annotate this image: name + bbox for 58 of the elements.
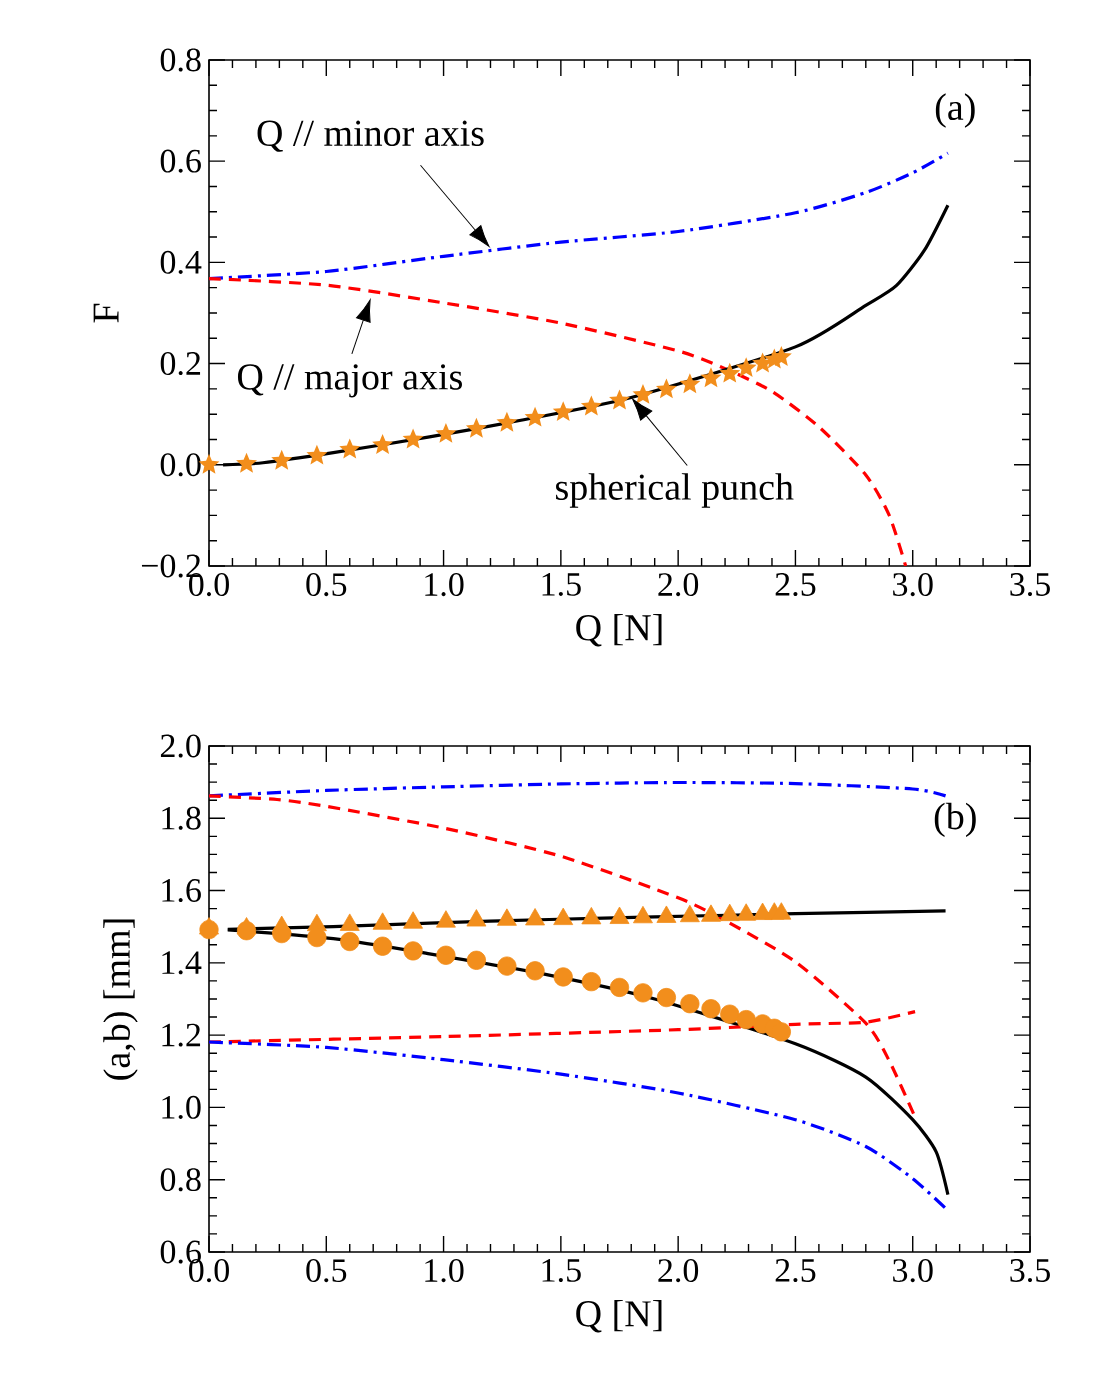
y-axis-title: F (93, 303, 119, 323)
point (679, 373, 701, 394)
x-tick-label: 1.5 (542, 1259, 581, 1282)
point (372, 434, 394, 454)
x-tick-label: 3.0 (893, 1259, 933, 1283)
point (655, 378, 677, 399)
x-tick-label: 2.5 (775, 573, 816, 597)
point (609, 389, 630, 410)
x-tick-label: 3.0 (893, 573, 933, 597)
y-axis-title: (a,b) [mm] (103, 919, 138, 1080)
x-tick-label: 2.0 (658, 573, 699, 597)
y-tick-label: 2.0 (160, 734, 201, 758)
x-tick-label: 3.5 (1010, 1259, 1050, 1283)
point (402, 428, 424, 449)
y-tick-label: 1.8 (162, 806, 201, 830)
line-series (209, 1040, 948, 1210)
point (339, 438, 361, 459)
annotation: (a) (935, 93, 975, 128)
y-tick-label: 0.4 (160, 250, 202, 274)
point (271, 449, 293, 470)
point (700, 367, 722, 388)
annotation: spherical punch (556, 473, 794, 508)
x-tick-label: 3.5 (1010, 573, 1050, 597)
y-tick-label: 0.6 (160, 149, 201, 173)
y-tick-label: 0.8 (160, 48, 201, 72)
point (580, 395, 602, 416)
annotation: Q // major axis (237, 364, 462, 398)
point (735, 357, 757, 378)
annotation: Q // minor axis (257, 120, 484, 152)
y-tick-label: 1.0 (162, 1095, 201, 1119)
y-tick-label: 0.0 (160, 453, 201, 477)
point (236, 452, 257, 473)
x-axis-title: Q [N] (576, 1299, 662, 1333)
point (552, 401, 574, 422)
x-tick-label: 2.5 (775, 1259, 816, 1283)
line-series (221, 203, 950, 467)
point (306, 444, 328, 465)
point (435, 422, 457, 443)
point (496, 411, 518, 432)
point (632, 383, 654, 404)
x-tick-label: 1.5 (542, 573, 581, 596)
y-tick-label: 1.6 (162, 879, 201, 903)
x-axis-title: Q [N] (576, 613, 662, 647)
y-tick-label: 0.2 (160, 352, 201, 376)
x-tick-label: 1.0 (425, 573, 464, 597)
point (465, 417, 487, 438)
x-tick-label: 0.5 (306, 573, 347, 597)
x-tick-label: 0.5 (306, 1259, 347, 1283)
point (770, 346, 792, 366)
x-tick-label: 2.0 (658, 1259, 699, 1283)
point (524, 406, 546, 427)
line-series (209, 276, 908, 566)
x-tick-label: 1.0 (425, 1259, 464, 1283)
y-tick-label: 0.8 (160, 1168, 201, 1192)
point (719, 362, 741, 383)
annotation: (b) (934, 802, 976, 838)
y-tick-label: 1.2 (162, 1023, 201, 1047)
y-tick-label: 1.4 (162, 951, 202, 975)
